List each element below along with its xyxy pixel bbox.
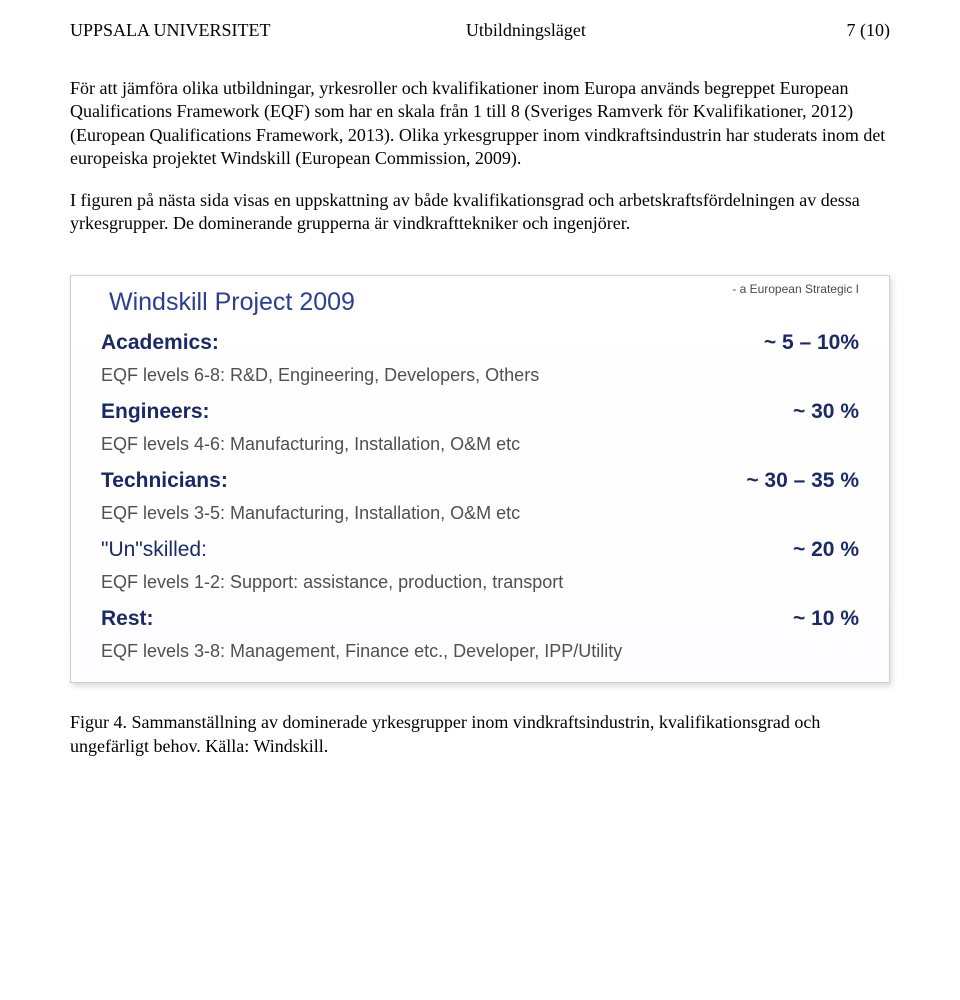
figure-group-name: Rest: xyxy=(101,607,154,631)
figure-group-row: Technicians: ~ 30 – 35 % xyxy=(101,469,859,493)
figure-group-row: Academics: ~ 5 – 10% xyxy=(101,331,859,355)
figure-group-name: "Un"skilled: xyxy=(101,538,207,562)
figure-group-name: Engineers: xyxy=(101,400,210,424)
paragraph-2: I figuren på nästa sida visas en uppskat… xyxy=(70,189,890,236)
figure-group-desc: EQF levels 6-8: R&D, Engineering, Develo… xyxy=(101,365,859,386)
figure-title: Windskill Project 2009 xyxy=(101,282,355,317)
figure-group-name: Technicians: xyxy=(101,469,228,493)
figure-group-desc: EQF levels 3-8: Management, Finance etc.… xyxy=(101,641,859,662)
figure-group-percent: ~ 20 % xyxy=(793,538,859,562)
figure-group: Technicians: ~ 30 – 35 % EQF levels 3-5: M… xyxy=(101,469,859,524)
header-mid: Utbildningsläget xyxy=(466,20,749,41)
figure-group-row: Engineers: ~ 30 % xyxy=(101,400,859,424)
figure-group: "Un"skilled: ~ 20 % EQF levels 1-2: Suppor… xyxy=(101,538,859,593)
page-header: UPPSALA UNIVERSITET Utbildningsläget 7 (… xyxy=(70,20,890,41)
figure-group: Engineers: ~ 30 % EQF levels 4-6: Manufact… xyxy=(101,400,859,455)
figure-groups: Academics: ~ 5 – 10% EQF levels 6-8: R&D, … xyxy=(101,331,859,662)
figure-group-percent: ~ 5 – 10% xyxy=(764,331,859,355)
figure-container: Windskill Project 2009 - a European Stra… xyxy=(70,275,890,683)
figure-group-desc: EQF levels 4-6: Manufacturing, Installat… xyxy=(101,434,859,455)
figure-group-percent: ~ 30 % xyxy=(793,400,859,424)
figure-header: Windskill Project 2009 - a European Stra… xyxy=(101,282,859,317)
figure-group-row: "Un"skilled: ~ 20 % xyxy=(101,538,859,562)
figure-group-desc: EQF levels 3-5: Manufacturing, Installat… xyxy=(101,503,859,524)
figure-group-name: Academics: xyxy=(101,331,219,355)
figure-group: Academics: ~ 5 – 10% EQF levels 6-8: R&D, … xyxy=(101,331,859,386)
figure-group-row: Rest: ~ 10 % xyxy=(101,607,859,631)
figure-group-percent: ~ 30 – 35 % xyxy=(746,469,859,493)
paragraph-1: För att jämföra olika utbildningar, yrke… xyxy=(70,77,890,171)
figure-tag: - a European Strategic I xyxy=(732,282,859,296)
figure-group: Rest: ~ 10 % EQF levels 3-8: Management, F… xyxy=(101,607,859,662)
figure-group-desc: EQF levels 1-2: Support: assistance, pro… xyxy=(101,572,859,593)
figure-group-percent: ~ 10 % xyxy=(793,607,859,631)
windskill-figure: Windskill Project 2009 - a European Stra… xyxy=(70,275,890,683)
header-left: UPPSALA UNIVERSITET xyxy=(70,20,466,41)
page: UPPSALA UNIVERSITET Utbildningsläget 7 (… xyxy=(0,0,960,788)
header-right: 7 (10) xyxy=(749,20,890,41)
figure-caption: Figur 4. Sammanställning av dominerade y… xyxy=(70,711,890,758)
